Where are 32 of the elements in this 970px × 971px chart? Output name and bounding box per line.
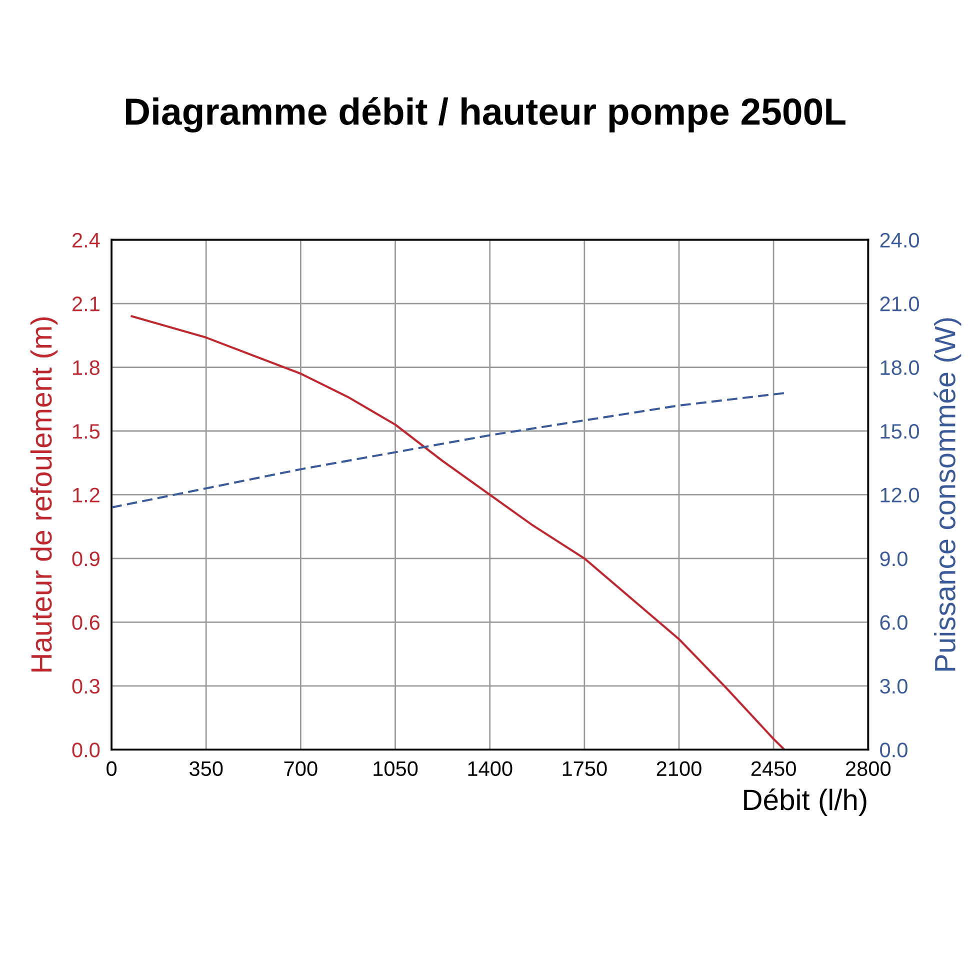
x-axis-title: Débit (l/h) [744,788,866,816]
y2-tick-label: 6.0 [880,615,908,630]
y-tick-label: 2.1 [72,296,100,312]
x-tick-label: 2800 [846,761,891,776]
y2-axis-title: Puissance consommée (W) [934,318,962,671]
x-tick-label: 1050 [374,761,418,776]
x-tick-label: 1400 [468,761,512,776]
x-tick-label: 350 [190,761,223,776]
y-tick-label: 1.2 [73,488,100,502]
x-tick-label: 700 [284,761,318,776]
y2-tick-label: 0.0 [880,742,908,758]
y2-tick-label: 21.0 [880,296,919,312]
y-tick-label: 0.9 [72,551,100,566]
x-tick-label: 2450 [751,761,796,776]
x-tick-label: 2100 [656,761,702,776]
y-axis-title: Hauteur de refoulement (m) [30,317,58,672]
y2-tick-label: 15.0 [880,424,919,439]
y-tick-label: 2.4 [72,232,100,248]
y2-tick-label: 24.0 [880,232,919,248]
y-tick-label: 1.8 [73,360,100,376]
y-tick-label: 0.6 [72,615,100,630]
y2-tick-label: 12.0 [880,488,919,502]
x-tick-label: 0 [106,761,117,776]
x-tick-label: 1750 [562,761,607,776]
y2-tick-label: 3.0 [880,678,908,694]
y2-tick-label: 9.0 [880,551,908,566]
y2-tick-label: 18.0 [880,360,919,376]
line-series [130,315,786,750]
chart-title: Diagramme débit / hauteur pompe 2500L [126,97,846,133]
y-tick-label: 0.3 [72,678,100,694]
y-tick-label: 1.5 [73,424,100,439]
y-tick-label: 0.0 [72,742,100,758]
